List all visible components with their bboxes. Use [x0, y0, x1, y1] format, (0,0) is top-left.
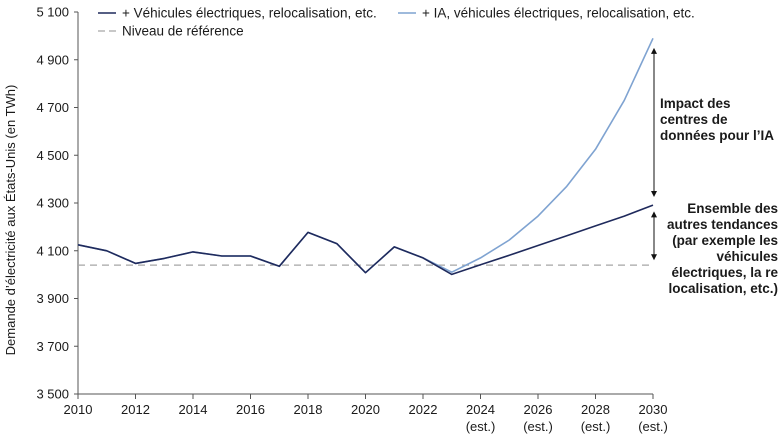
y-tick-label: 3 500 [36, 387, 69, 402]
arrow-head-up [651, 47, 657, 54]
legend-label: + Véhicules électriques, relocalisation,… [122, 6, 377, 21]
x-tick-label: 2024 [466, 402, 495, 417]
arrow-head-up [651, 211, 657, 218]
x-tick-sublabel: (est.) [466, 419, 496, 434]
annotation-line: Ensemble des [687, 201, 778, 216]
x-tick-sublabel: (est.) [523, 419, 553, 434]
x-tick-label: 2016 [236, 402, 265, 417]
y-tick-label: 4 100 [36, 243, 69, 258]
annotation-ai-impact: Impact des centres de données pour l’IA [660, 96, 778, 144]
series-line-ev [77, 204, 654, 276]
x-tick-sublabel: (est.) [581, 419, 611, 434]
arrow-head-down [651, 191, 657, 198]
y-tick-label: 4 900 [36, 52, 69, 67]
annotation-line: centres de [660, 112, 728, 127]
chart-axes: 3 500 3 700 3 900 4 100 4 300 4 500 4 700 4 900… [36, 5, 667, 435]
y-tick-label: 5 100 [36, 5, 69, 20]
x-tick-label: 2012 [121, 402, 150, 417]
series-line-ai [77, 37, 654, 274]
annotation-line: autres tendances [666, 217, 778, 232]
chart-series [77, 37, 654, 276]
chart-legend: + Véhicules électriques, relocalisation,… [98, 6, 695, 39]
y-tick-label: 3 700 [36, 339, 69, 354]
y-tick-label: 4 700 [36, 100, 69, 115]
x-tick-label: 2018 [294, 402, 323, 417]
x-tick-label: 2020 [351, 402, 380, 417]
annotation-arrows [651, 47, 657, 261]
x-tick-label: 2028 [581, 402, 610, 417]
y-axis-label: Demande d’électricité aux États-Unis (en… [3, 85, 18, 356]
y-tick-label: 3 900 [36, 291, 69, 306]
arrow-ai-impact [651, 47, 657, 198]
x-tick-label: 2022 [409, 402, 438, 417]
annotation-line: (par exemple les [672, 233, 778, 248]
x-tick-sublabel: (est.) [638, 419, 668, 434]
x-tick-label: 2030 [639, 402, 668, 417]
annotation-line: données pour l’IA [660, 128, 775, 143]
x-tick-label: 2010 [64, 402, 93, 417]
annotation-other-trends: Ensemble des autres tendances (par exemple… [660, 201, 778, 297]
arrow-other-trends [651, 211, 657, 261]
legend-label: + IA, véhicules électriques, relocalisat… [422, 6, 695, 21]
y-tick-label: 4 300 [36, 196, 69, 211]
y-tick-label: 4 500 [36, 148, 69, 163]
x-tick-label: 2026 [524, 402, 553, 417]
annotation-line: électriques, la re [671, 265, 778, 280]
annotation-line: Impact des [660, 96, 731, 111]
x-tick-label: 2014 [179, 402, 208, 417]
legend-label: Niveau de référence [122, 24, 244, 39]
annotation-line: véhicules [716, 249, 778, 264]
annotation-line: localisation, etc.) [668, 281, 778, 296]
arrow-head-down [651, 254, 657, 261]
